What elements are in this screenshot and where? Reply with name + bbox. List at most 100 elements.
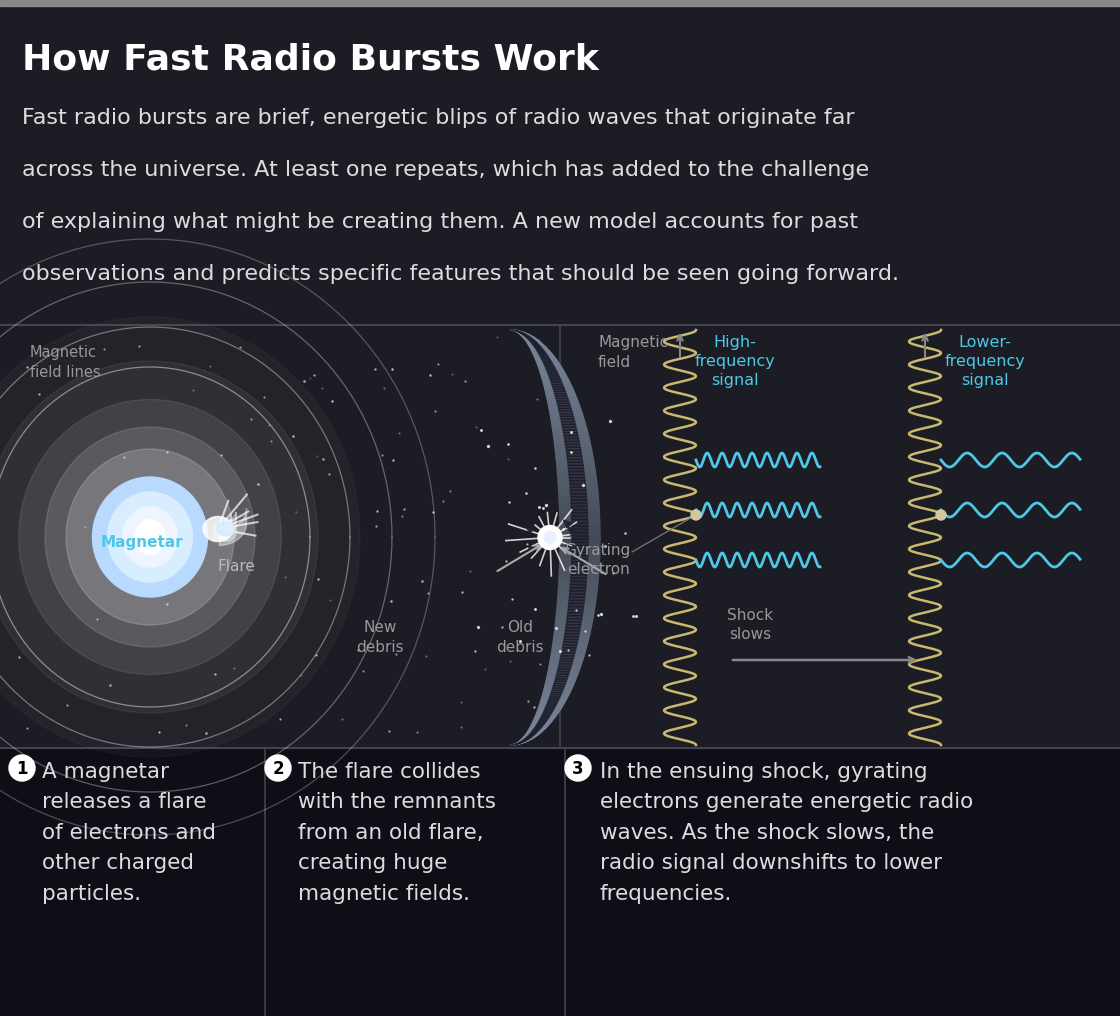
Polygon shape [540,701,566,703]
Polygon shape [559,578,598,581]
Polygon shape [570,491,586,494]
Polygon shape [569,471,585,474]
Polygon shape [556,616,594,619]
Polygon shape [550,414,584,417]
Ellipse shape [0,361,318,713]
Polygon shape [566,628,580,631]
Polygon shape [539,355,548,356]
Polygon shape [572,539,588,543]
Polygon shape [530,341,536,342]
Text: Magnetic
field lines: Magnetic field lines [30,345,101,380]
Polygon shape [547,703,557,705]
Polygon shape [570,488,586,491]
Polygon shape [566,545,575,554]
Polygon shape [556,625,591,628]
Polygon shape [550,658,584,661]
Polygon shape [540,356,549,358]
Polygon shape [541,358,550,360]
Polygon shape [539,705,563,707]
Polygon shape [544,709,554,710]
Text: A magnetar
releases a flare
of electrons and
other charged
particles.: A magnetar releases a flare of electrons… [43,762,216,903]
Polygon shape [554,682,567,684]
Polygon shape [533,353,552,355]
Polygon shape [570,484,586,488]
Polygon shape [571,513,588,516]
Polygon shape [554,634,590,636]
Polygon shape [551,382,562,384]
Polygon shape [571,507,587,510]
Polygon shape [552,387,564,389]
Polygon shape [551,419,585,422]
Polygon shape [570,494,587,497]
Polygon shape [534,346,541,347]
Polygon shape [559,491,598,494]
Ellipse shape [108,492,193,582]
Polygon shape [557,607,595,610]
Polygon shape [553,430,588,433]
Polygon shape [552,645,587,648]
Polygon shape [539,368,563,370]
Polygon shape [534,347,542,348]
Polygon shape [547,370,557,372]
Polygon shape [562,645,577,648]
Polygon shape [560,532,600,535]
Polygon shape [563,642,577,645]
Polygon shape [552,384,563,387]
Polygon shape [567,622,581,625]
Polygon shape [531,350,550,352]
Circle shape [564,755,591,781]
Polygon shape [549,666,580,670]
Polygon shape [556,398,569,401]
Polygon shape [553,436,589,439]
Polygon shape [554,444,591,447]
Polygon shape [566,444,580,447]
Polygon shape [552,686,564,688]
Polygon shape [540,703,564,705]
Polygon shape [558,597,596,600]
Polygon shape [543,363,553,365]
Polygon shape [551,650,586,653]
Polygon shape [558,478,597,481]
Polygon shape [539,366,562,368]
Ellipse shape [66,449,234,625]
Polygon shape [561,422,576,425]
Polygon shape [541,697,568,699]
Polygon shape [559,500,599,503]
Polygon shape [571,556,588,559]
Polygon shape [550,411,582,414]
Polygon shape [560,535,600,539]
Polygon shape [528,731,543,732]
Polygon shape [539,353,547,355]
Polygon shape [558,403,570,406]
Polygon shape [571,497,587,500]
Circle shape [538,525,562,550]
Polygon shape [544,384,572,387]
Polygon shape [530,727,545,729]
Polygon shape [550,380,562,382]
Polygon shape [569,597,585,600]
Polygon shape [563,433,578,436]
Polygon shape [532,722,551,723]
Circle shape [9,755,35,781]
Polygon shape [559,488,598,491]
Polygon shape [570,581,586,584]
Polygon shape [529,729,544,731]
Polygon shape [545,707,556,709]
Polygon shape [545,705,556,707]
Polygon shape [554,679,567,682]
Polygon shape [549,408,581,411]
Text: In the ensuing shock, gyrating
electrons generate energetic radio
waves. As the : In the ensuing shock, gyrating electrons… [600,762,973,903]
Polygon shape [541,376,568,378]
Polygon shape [572,546,588,549]
Polygon shape [569,594,585,597]
Polygon shape [549,376,560,378]
Polygon shape [542,693,570,695]
Polygon shape [556,456,594,459]
Polygon shape [572,523,588,526]
Polygon shape [552,425,586,427]
Polygon shape [530,726,548,727]
Text: of explaining what might be creating them. A new model accounts for past: of explaining what might be creating the… [22,212,858,232]
Polygon shape [547,396,577,398]
Polygon shape [560,417,575,419]
Polygon shape [550,661,582,663]
